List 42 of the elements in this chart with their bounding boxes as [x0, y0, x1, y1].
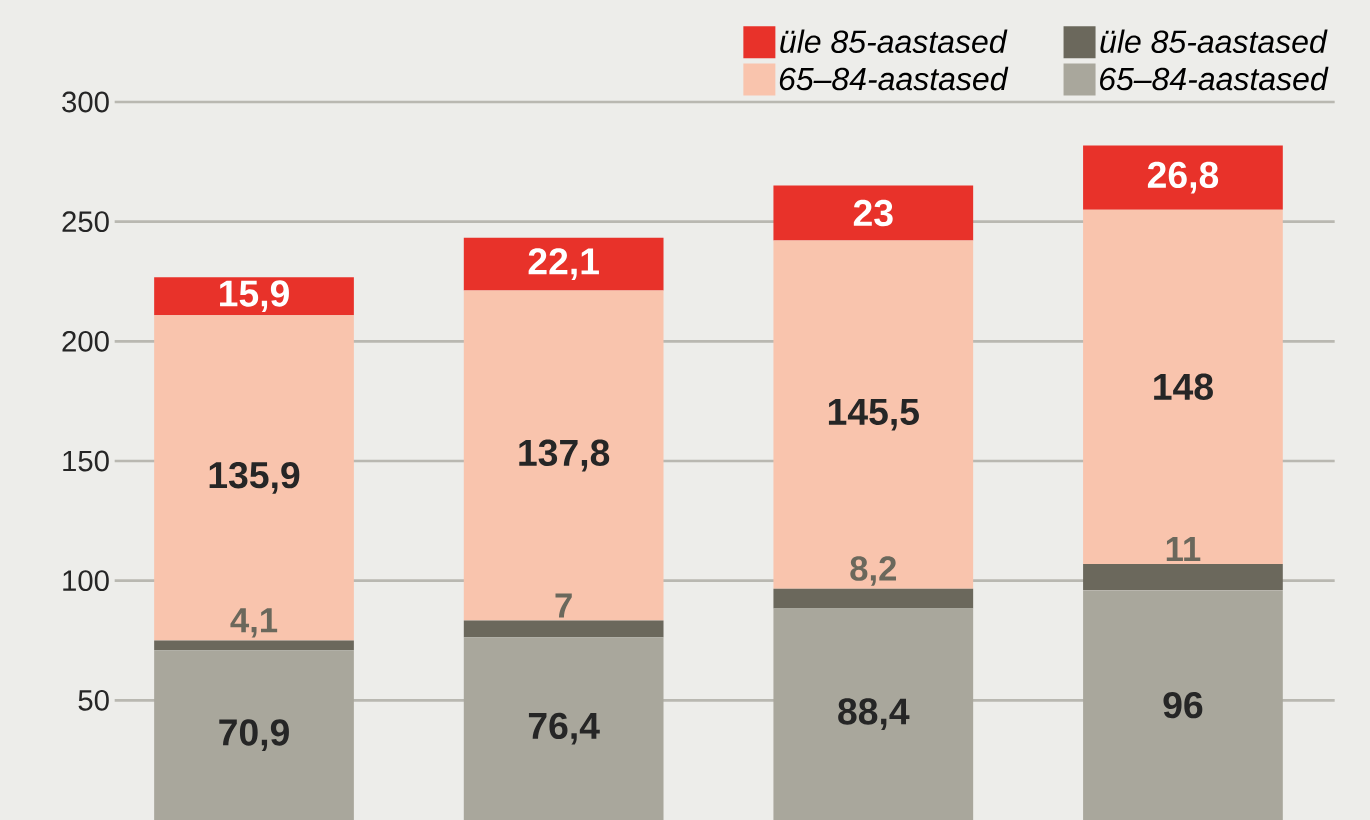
bar — [463, 637, 664, 820]
data-label: 70,9 — [219, 719, 289, 752]
data-label: 96 — [1163, 691, 1203, 719]
bar — [154, 277, 354, 316]
bar — [154, 640, 354, 651]
y-tick-label: 200 — [62, 330, 109, 352]
data-label: 23 — [853, 199, 893, 227]
y-tick-label: 50 — [78, 689, 109, 711]
bar — [463, 290, 664, 621]
bar — [1083, 563, 1283, 591]
data-label: 145,5 — [828, 398, 919, 431]
y-tick-label: 150 — [63, 450, 109, 472]
legend-label: 65–84-aastased — [779, 66, 1009, 91]
bar — [463, 237, 664, 291]
data-label: 137,8 — [519, 439, 610, 472]
bar — [1083, 590, 1283, 820]
legend-label: üle 85-aastased — [780, 29, 1008, 54]
data-label: 15,9 — [220, 280, 289, 313]
bar — [773, 588, 974, 609]
bar — [1083, 209, 1283, 564]
data-label: 22,1 — [528, 248, 599, 281]
legend-label: üle 85-aastased — [1100, 29, 1328, 54]
bar — [463, 620, 664, 638]
y-tick-label: 250 — [62, 211, 109, 233]
bar — [154, 315, 354, 641]
bar — [773, 608, 974, 820]
data-label: 11 — [1166, 537, 1201, 561]
y-tick-label: 300 — [62, 91, 109, 113]
data-label: 135,9 — [209, 461, 300, 494]
data-label: 7 — [555, 593, 572, 618]
bar — [773, 185, 974, 241]
data-label: 4,1 — [230, 608, 278, 638]
data-label: 148 — [1154, 373, 1213, 400]
bar — [773, 240, 974, 589]
data-label: 8,2 — [850, 556, 897, 586]
bar — [154, 650, 354, 820]
bar — [1083, 145, 1283, 210]
data-label: 76,4 — [528, 712, 600, 745]
y-tick-label: 100 — [63, 570, 109, 592]
data-label: 26,8 — [1147, 161, 1219, 194]
data-label: 88,4 — [838, 698, 910, 731]
legend-label: 65–84-aastased — [1100, 66, 1329, 91]
